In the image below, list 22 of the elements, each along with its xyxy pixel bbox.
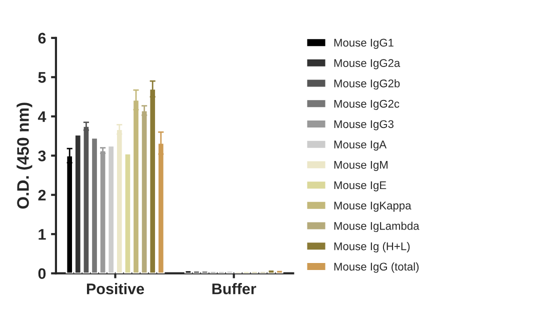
y-tick-label: 6 xyxy=(38,32,46,44)
x-tick-label: Buffer xyxy=(212,283,256,294)
legend-label: Mouse IgLambda xyxy=(334,222,420,232)
legend-label: Mouse IgG (total) xyxy=(334,262,419,273)
legend-label: Mouse IgG1 xyxy=(334,38,394,49)
legend-label: Mouse Ig (H+L) xyxy=(334,242,410,252)
legend-label: Mouse IgG2a xyxy=(334,59,400,70)
legend-label: Mouse IgG2c xyxy=(334,100,400,110)
y-tick-label: 3 xyxy=(38,150,46,162)
legend-label: Mouse IgG2b xyxy=(334,79,400,90)
y-tick-label: 4 xyxy=(38,111,46,122)
legend-label: Mouse IgE xyxy=(334,181,386,192)
legend-label: Mouse IgG3 xyxy=(334,120,394,130)
y-tick-label: 0 xyxy=(38,268,46,280)
legend-label: Mouse IgM xyxy=(334,161,388,171)
y-tick-label: 5 xyxy=(38,72,46,83)
y-tick-label: 1 xyxy=(38,229,46,240)
legend-label: Mouse IgKappa xyxy=(334,202,412,212)
legend-label: Mouse IgA xyxy=(334,140,387,151)
y-axis-title: O.D. (450 nm) xyxy=(16,102,32,209)
y-tick-label: 2 xyxy=(38,190,46,200)
x-tick-label: Positive xyxy=(86,283,144,294)
